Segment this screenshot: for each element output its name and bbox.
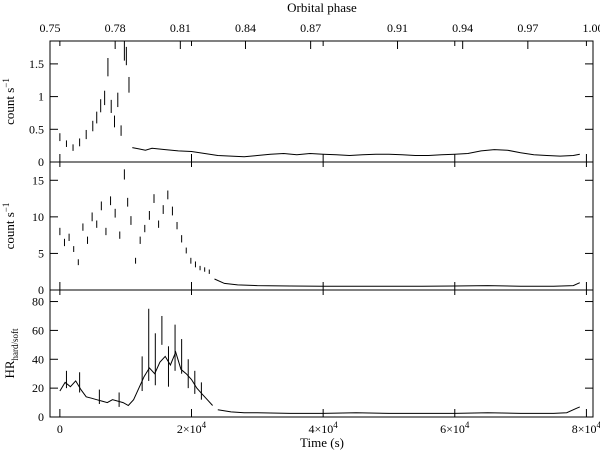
y-tick-label: 0 — [38, 155, 44, 169]
top-tick-label: 0.87 — [300, 21, 321, 35]
x-axis-label: Time (s) — [300, 435, 344, 450]
top-tick-label: 0.78 — [105, 21, 126, 35]
x-tick-label: 4×104 — [309, 420, 339, 436]
top-tick-label: 0.81 — [170, 21, 191, 35]
x-tick-label: 6×104 — [440, 420, 470, 436]
panel-1: 0 0.5 1 1.5 count s−1 — [1, 40, 594, 169]
y-tick-label: 20 — [32, 381, 44, 395]
chart-panels: 0 0.5 1 1.5 count s−1 0 5 10 15 count s−1 0 20 40 60 8… — [1, 40, 594, 424]
top-tick-label: 0.94 — [452, 21, 473, 35]
y-axis-label: count s−1 — [1, 203, 17, 250]
y-tick-label: 15 — [32, 173, 44, 187]
bottom-axis-ticks: 0 2×104 4×104 6×104 8×104 — [57, 420, 600, 436]
y-axis-label: HRhard/soft — [2, 328, 20, 379]
panel-frame — [49, 161, 594, 291]
top-axis-ticks: 0.75 0.78 0.81 0.84 0.87 0.91 0.94 0.97 1.00 — [40, 21, 600, 49]
top-tick-label: 0.97 — [517, 21, 538, 35]
y-tick-label: 40 — [32, 352, 44, 366]
y-tick-label: 1 — [38, 90, 44, 104]
series-line — [214, 278, 581, 287]
series-line — [217, 406, 580, 414]
y-tick-label: 0 — [38, 410, 44, 424]
top-tick-label: 0.91 — [387, 21, 408, 35]
top-axis-label: Orbital phase — [287, 0, 357, 15]
panel-3: 0 20 40 60 80 HRhard/soft — [2, 289, 594, 424]
y-tick-label: 0 — [38, 283, 44, 297]
series-line — [59, 350, 213, 407]
y-tick-label: 0.5 — [29, 122, 44, 136]
y-tick-label: 5 — [38, 246, 44, 260]
x-tick-label: 0 — [57, 422, 63, 436]
y-tick-label: 1.5 — [29, 57, 44, 71]
panel-2: 0 5 10 15 count s−1 — [1, 161, 594, 297]
top-tick-label: 0.75 — [40, 21, 61, 35]
y-tick-label: 80 — [32, 295, 44, 309]
top-tick-label: 0.84 — [235, 21, 256, 35]
panel-frame — [49, 289, 594, 418]
panel-frame — [49, 40, 594, 163]
top-tick-label: 1.00 — [583, 21, 600, 35]
y-tick-label: 10 — [32, 210, 44, 224]
x-tick-label: 2×104 — [177, 420, 207, 436]
y-axis-label: count s−1 — [1, 78, 17, 125]
x-tick-label: 8×104 — [572, 420, 600, 436]
y-tick-label: 60 — [32, 323, 44, 337]
series-line — [132, 147, 580, 158]
